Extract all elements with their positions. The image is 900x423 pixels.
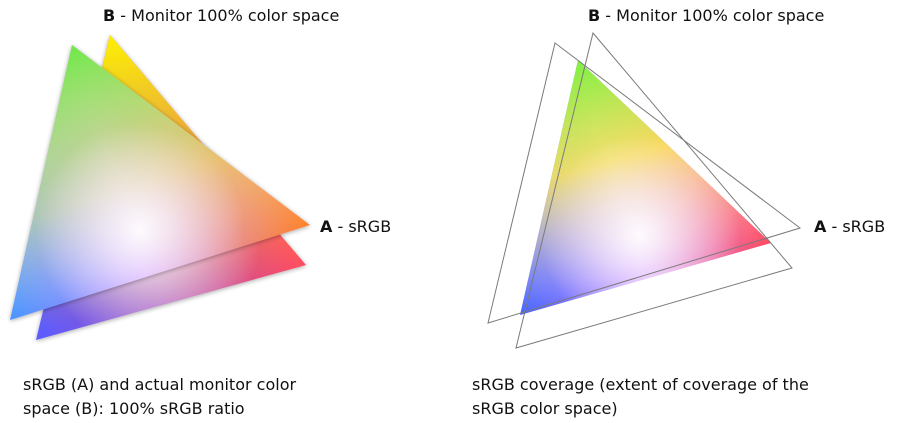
left-label-b-letter: B: [103, 6, 116, 25]
left-label-a-letter: A: [320, 217, 333, 236]
right-label-b-letter: B: [588, 6, 601, 25]
left-srgb-triangle: [10, 45, 310, 320]
right-srgb-outline-triangle: [487, 42, 802, 324]
left-label-b: B - Monitor 100% color space: [103, 8, 339, 24]
right-label-a: A - sRGB: [814, 219, 885, 235]
right-caption: sRGB coverage (extent of coverage of the…: [472, 373, 809, 421]
left-label-a-text: - sRGB: [332, 217, 392, 236]
right-caption-line2: sRGB color space): [472, 399, 618, 418]
left-caption-line2: space (B): 100% sRGB ratio: [23, 399, 245, 418]
left-label-b-text: - Monitor 100% color space: [115, 6, 340, 25]
right-monitor-outline-triangle: [515, 31, 793, 349]
left-label-a: A - sRGB: [320, 219, 391, 235]
right-label-b-text: - Monitor 100% color space: [600, 6, 825, 25]
right-caption-line1: sRGB coverage (extent of coverage of the: [472, 375, 809, 394]
right-label-a-text: - sRGB: [826, 217, 886, 236]
right-label-a-letter: A: [814, 217, 827, 236]
left-caption-line1: sRGB (A) and actual monitor color: [23, 375, 297, 394]
left-caption: sRGB (A) and actual monitor color space …: [23, 373, 296, 421]
right-label-b: B - Monitor 100% color space: [588, 8, 824, 24]
right-srgb-coverage-triangle: [520, 60, 771, 315]
